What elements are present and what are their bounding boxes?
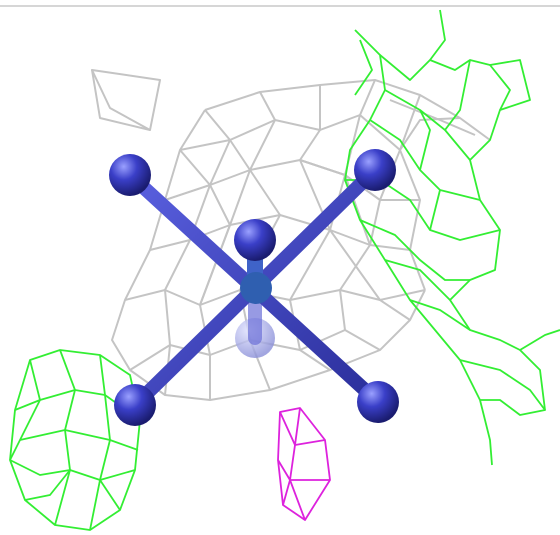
mesh-edge: [489, 64, 511, 111]
atom: [114, 384, 156, 426]
mesh-edge: [384, 89, 471, 161]
green-mesh-right: [344, 9, 560, 466]
mesh-edge: [379, 54, 431, 81]
atom: [234, 219, 276, 261]
mesh-edge: [164, 149, 211, 396]
mesh-edge: [419, 109, 431, 171]
atom: [109, 154, 151, 196]
mesh-edge: [91, 69, 151, 131]
mesh-edge: [409, 299, 471, 331]
magenta-mesh: [277, 407, 331, 521]
mesh-edge: [444, 59, 471, 131]
mesh-edge: [384, 259, 451, 301]
ligand: [109, 149, 399, 426]
mesh-edge: [24, 469, 71, 501]
mesh-edge: [299, 159, 411, 321]
mesh-edge: [19, 429, 139, 451]
mesh-edge: [282, 479, 291, 506]
atom: [357, 381, 399, 423]
mesh-edge: [429, 189, 441, 231]
mesh-edge: [9, 359, 41, 461]
mesh-edge: [339, 79, 376, 331]
mesh-edge: [519, 349, 546, 411]
mesh-edge: [199, 139, 251, 306]
atom: [354, 149, 396, 191]
mesh-edge: [359, 219, 470, 281]
mesh-edge: [389, 99, 476, 136]
mesh-edge: [399, 117, 461, 291]
mesh-cell: [277, 407, 331, 521]
mesh-edge: [354, 39, 373, 96]
mesh-edge: [344, 29, 493, 466]
mesh-edge: [289, 407, 306, 521]
atom-center: [240, 272, 272, 304]
green-mesh-left: [9, 349, 141, 531]
mesh-edge: [179, 114, 401, 151]
mesh-edge: [99, 479, 121, 511]
